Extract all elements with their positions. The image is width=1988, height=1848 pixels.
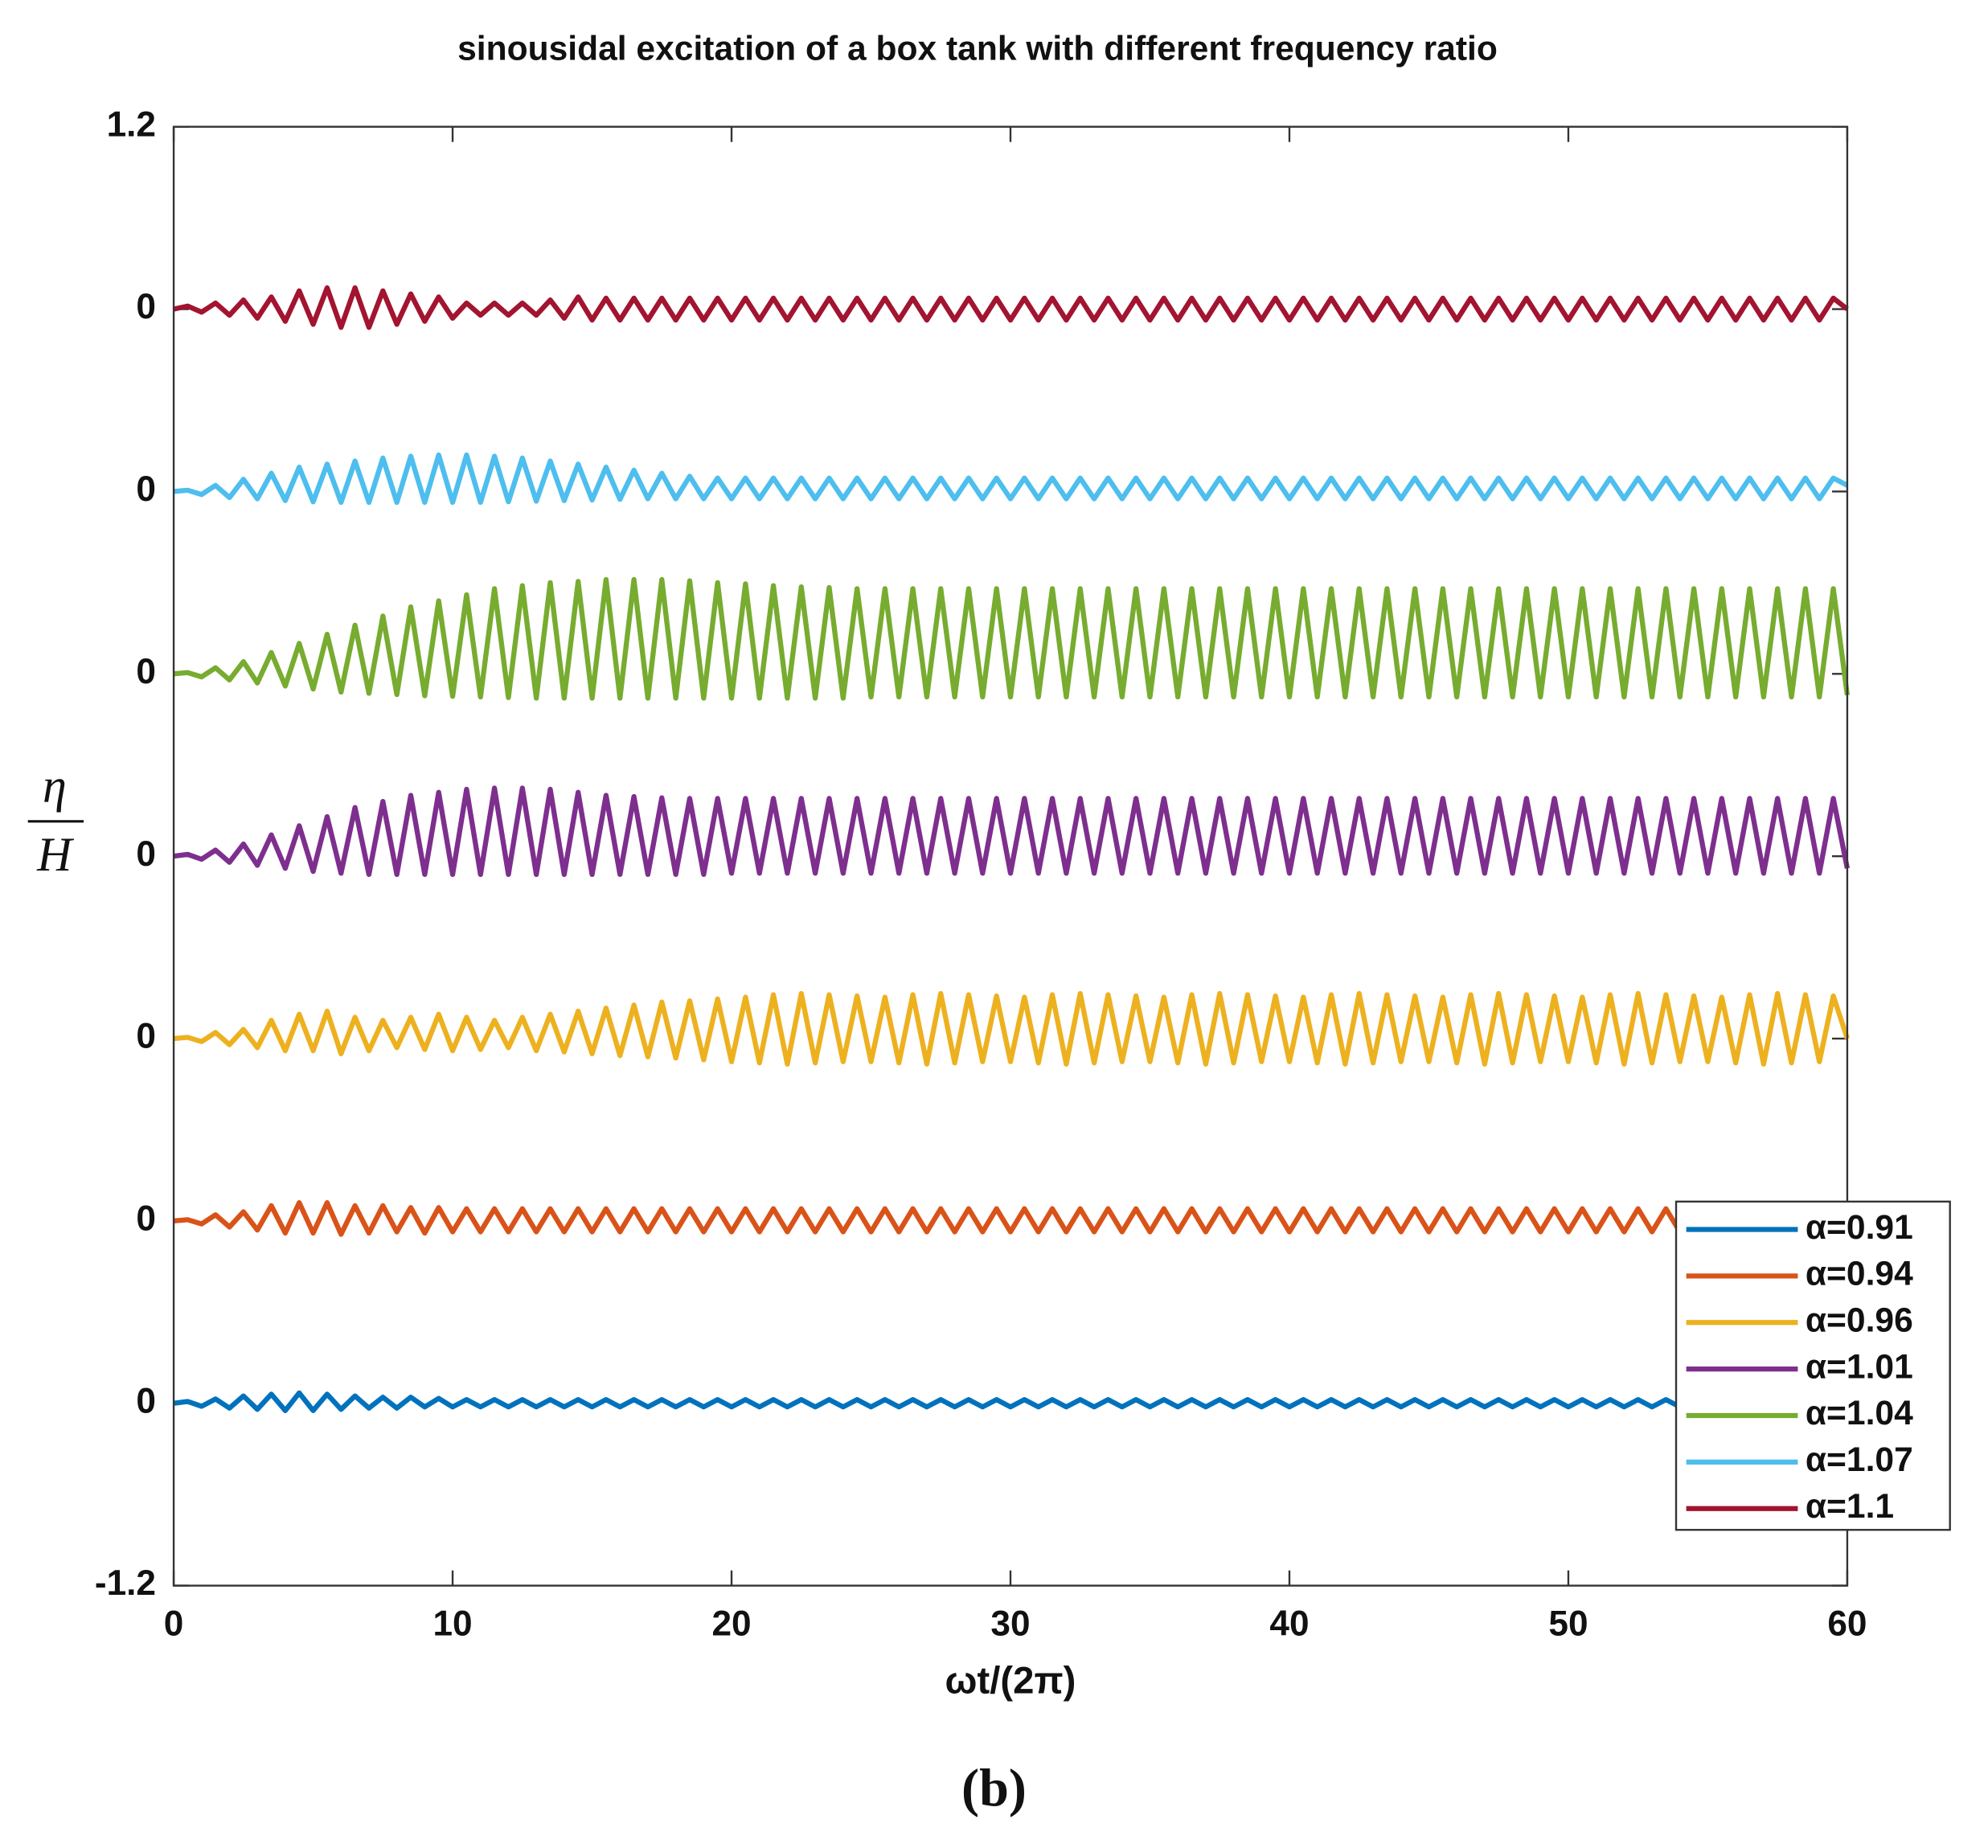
series-line (173, 452, 1849, 506)
x-axis-label: ωt/(2π) (945, 1660, 1076, 1703)
x-tick-label: 50 (1548, 1604, 1588, 1644)
caption: (b) (961, 1759, 1027, 1817)
legend-label: α=1.01 (1806, 1347, 1913, 1386)
y-axis-label-numerator: η (43, 760, 67, 813)
series-line (173, 1200, 1850, 1237)
legend-label: α=0.91 (1806, 1208, 1913, 1247)
y-tick-label: 0 (136, 469, 156, 509)
series-line (173, 990, 1850, 1067)
y-tick-label: 0 (136, 652, 156, 691)
x-tick-label: 30 (990, 1604, 1030, 1644)
x-tick-label: 0 (164, 1604, 184, 1644)
legend-label: α=1.04 (1806, 1394, 1913, 1432)
x-tick-label: 20 (711, 1604, 751, 1644)
legend-label: α=1.07 (1806, 1440, 1913, 1479)
legend-label: α=0.96 (1806, 1301, 1913, 1340)
y-tick-label: 0 (136, 287, 156, 326)
y-tick-label: 1.2 (107, 104, 156, 144)
y-tick-label: 0 (136, 1381, 156, 1420)
x-tick-label: 10 (432, 1604, 472, 1644)
y-tick-label: 0 (136, 1199, 156, 1239)
x-tick-label: 40 (1269, 1604, 1309, 1644)
legend-box (1674, 1200, 1951, 1531)
series-line (173, 576, 1851, 701)
y-tick-label: 0 (136, 1017, 156, 1056)
series-line (173, 1390, 1848, 1413)
x-tick-label: 60 (1827, 1604, 1867, 1644)
legend-label: α=0.94 (1806, 1255, 1913, 1293)
plot-frame (172, 125, 1849, 1587)
y-axis-label-denominator: H (36, 828, 74, 881)
y-tick-label: -1.2 (95, 1563, 156, 1603)
chart-title: sinousidal excitation of a box tank with… (457, 29, 1498, 68)
y-tick-label: 0 (136, 834, 156, 874)
series-line (173, 785, 1851, 877)
legend-label: α=1.1 (1806, 1487, 1894, 1526)
series-line (173, 285, 1849, 330)
